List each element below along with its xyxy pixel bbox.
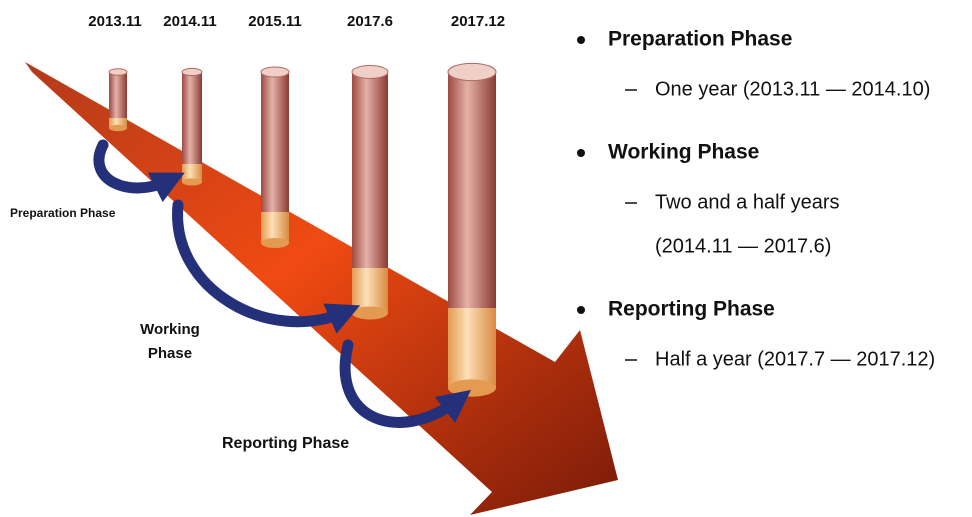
cylinder-body [182,72,202,164]
cylinder-top [109,69,127,75]
milestone-date: 2015.11 [248,13,301,30]
milestone-date: 2017.12 [451,13,505,30]
cylinder-body [109,72,127,118]
cylinder-bottom [182,178,202,185]
cylinder-body [261,72,289,212]
bullet-title: Working Phase [608,141,759,164]
cylinder-top [261,67,289,77]
cylinder-bottom [261,238,289,248]
cylinder-top [352,66,388,79]
milestone-date: 2017.6 [347,13,393,30]
milestone-dates: 2013.11 2014.11 2015.11 2017.6 2017.12 [88,13,505,30]
cylinder-top [182,68,202,75]
cylinder-base [352,268,388,313]
cylinder-body [448,72,496,308]
bullet-detail: Half a year (2017.7 — 2017.12) [655,348,935,370]
diagram: 2013.11 2014.11 2015.11 2017.6 2017.12 Prepa… [0,0,972,517]
bullet-list: Preparation Phase One year (2013.11 — 201… [577,28,935,371]
cylinder-bottom [352,307,388,320]
cylinder-bottom [109,125,127,131]
phase-label: Working [140,321,200,338]
bullet-detail: Two and a half years [655,191,840,213]
milestone-date: 2013.11 [88,13,141,30]
bullet-detail: One year (2013.11 — 2014.10) [655,78,930,100]
phase-label: Preparation Phase [10,206,116,220]
cylinder-base [448,308,496,388]
cylinder-bottom [448,379,496,396]
cylinder-body [352,72,388,268]
milestone-date: 2014.11 [163,13,216,30]
bullet-dot [577,36,585,44]
cylinder-top [448,63,496,80]
bullet-dot [577,149,585,157]
bullet-detail: (2014.11 — 2017.6) [655,235,831,257]
bullet-dot [577,306,585,314]
bullet-title: Reporting Phase [608,298,775,321]
bullet-title: Preparation Phase [608,28,792,51]
phase-label: Phase [148,345,192,362]
phase-label: Reporting Phase [222,435,349,452]
